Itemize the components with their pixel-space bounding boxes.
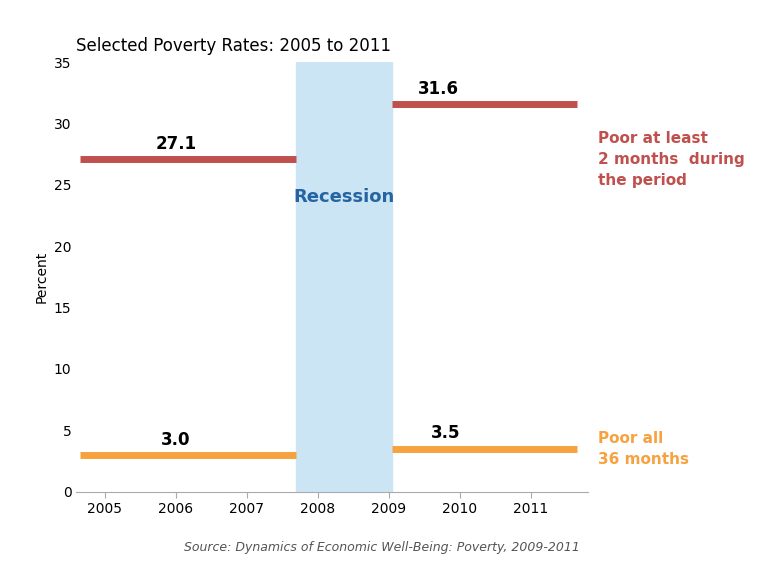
Text: Poor at least
2 months  during
the period: Poor at least 2 months during the period bbox=[597, 131, 745, 188]
Text: 27.1: 27.1 bbox=[155, 135, 196, 153]
Y-axis label: Percent: Percent bbox=[34, 251, 48, 303]
Text: 31.6: 31.6 bbox=[418, 80, 459, 98]
Bar bbox=[296, 62, 392, 492]
Text: 3.5: 3.5 bbox=[431, 424, 460, 442]
Text: 3.0: 3.0 bbox=[161, 431, 191, 449]
Text: Source: Dynamics of Economic Well-Being: Poverty, 2009-2011: Source: Dynamics of Economic Well-Being:… bbox=[184, 541, 579, 554]
Text: Recession: Recession bbox=[294, 188, 395, 206]
Text: Poor all
36 months: Poor all 36 months bbox=[597, 431, 689, 467]
Text: Selected Poverty Rates: 2005 to 2011: Selected Poverty Rates: 2005 to 2011 bbox=[76, 37, 391, 55]
